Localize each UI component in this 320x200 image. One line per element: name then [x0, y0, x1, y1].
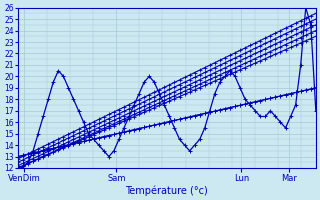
X-axis label: Température (°c): Température (°c) [125, 185, 208, 196]
